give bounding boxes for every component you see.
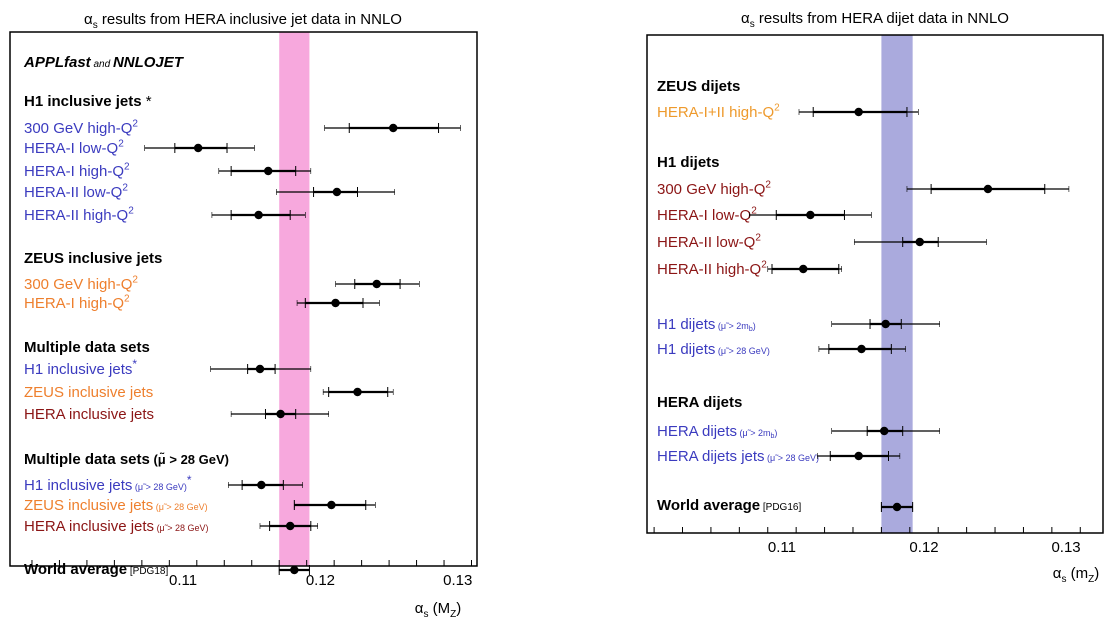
data-point: [255, 364, 265, 374]
world-average-band: [881, 35, 913, 533]
data-point: [854, 107, 863, 117]
data-label: H1 dijets (μ̃ > 2mb): [657, 316, 756, 333]
data-label: HERA-I+II high-Q2​: [657, 103, 780, 121]
data-point: [854, 451, 863, 461]
data-label: ZEUS inclusive jets: [24, 384, 153, 401]
data-point: [915, 237, 924, 247]
chart-title: αs results from HERA dijet data in NNLO: [741, 10, 1009, 30]
data-point: [389, 123, 398, 133]
data-label: H1 dijets (μ̃ > 28 GeV): [657, 341, 770, 358]
data-point: [257, 480, 266, 490]
tick-label: 0.11: [169, 572, 197, 589]
software-credit: APPLfast and NNLOJET: [23, 54, 185, 71]
data-label: 300 GeV high-Q2​: [24, 119, 138, 137]
group-title: HERA dijets: [657, 394, 742, 411]
data-label: H1 inclusive jets*: [24, 357, 137, 378]
x-axis-label: αs (MZ): [415, 600, 461, 620]
data-label: HERA inclusive jets: [24, 406, 154, 423]
tick-label: 0.13: [443, 572, 472, 589]
data-point: [857, 344, 866, 354]
data-label: HERA-II low-Q2​: [24, 183, 128, 201]
tick-label: 0.12: [306, 572, 335, 589]
group-title: World average [PDG18]: [24, 561, 168, 578]
data-label: HERA-II high-Q2​: [24, 206, 134, 224]
chart-panel-1: αs results from HERA inclusive jet data …: [9, 11, 478, 620]
tick-label: 0.13: [1051, 539, 1080, 556]
data-label: 300 GeV high-Q2​: [657, 180, 771, 198]
group-title: ZEUS dijets: [657, 78, 740, 95]
data-point: [983, 184, 993, 194]
data-label: HERA-I low-Q2​: [657, 206, 757, 224]
chart-panel-2: αs results from HERA dijet data in NNLO 0…: [646, 10, 1104, 585]
data-label: HERA inclusive jets (μ̃ > 28 GeV): [24, 518, 209, 535]
data-label: HERA-I high-Q2​: [24, 294, 130, 312]
plot-frame: [9, 31, 478, 567]
data-point: [331, 298, 340, 308]
group-title: Multiple data sets: [24, 339, 150, 356]
group-title: World average [PDG16]: [657, 497, 801, 514]
data-point: [881, 319, 890, 329]
data-point: [193, 143, 203, 153]
tick-label: 0.11: [768, 539, 796, 556]
data-label: H1 inclusive jets (μ̃ > 28 GeV)*: [24, 473, 192, 494]
data-label: 300 GeV high-Q2​: [24, 275, 138, 293]
data-point: [799, 264, 808, 274]
data-label: HERA-I low-Q2​: [24, 139, 124, 157]
data-label: HERA dijets (μ̃ > 2mb): [657, 423, 777, 440]
data-point: [254, 210, 263, 220]
data-point: [353, 387, 362, 397]
data-point: [372, 279, 381, 289]
world-average-band: [279, 32, 310, 566]
data-point: [276, 409, 285, 419]
data-point: [880, 426, 889, 436]
data-point: [290, 565, 299, 575]
data-label: HERA-II low-Q2​: [657, 233, 761, 251]
plot-frame: [646, 34, 1104, 534]
data-label: ZEUS inclusive jets (μ̃ > 28 GeV): [24, 497, 208, 514]
data-point: [327, 500, 336, 510]
group-title: H1 dijets: [657, 154, 720, 171]
x-axis-label: αs (mZ): [1053, 565, 1099, 585]
data-point: [286, 521, 295, 531]
data-point: [332, 187, 342, 197]
data-label: HERA-I high-Q2​: [24, 162, 130, 180]
group-title: H1 inclusive jets *: [24, 93, 152, 110]
data-point: [264, 166, 273, 176]
tick-label: 0.12: [909, 539, 938, 556]
data-point: [892, 502, 902, 512]
data-point: [806, 210, 815, 220]
group-title: ZEUS inclusive jets: [24, 250, 162, 267]
chart-title: αs results from HERA inclusive jet data …: [84, 11, 402, 31]
group-title: Multiple data sets (μ̃ > 28 GeV): [24, 451, 229, 468]
data-label: HERA-II high-Q2​: [657, 260, 767, 278]
data-label: HERA dijets jets (μ̃ > 28 GeV): [657, 448, 819, 465]
